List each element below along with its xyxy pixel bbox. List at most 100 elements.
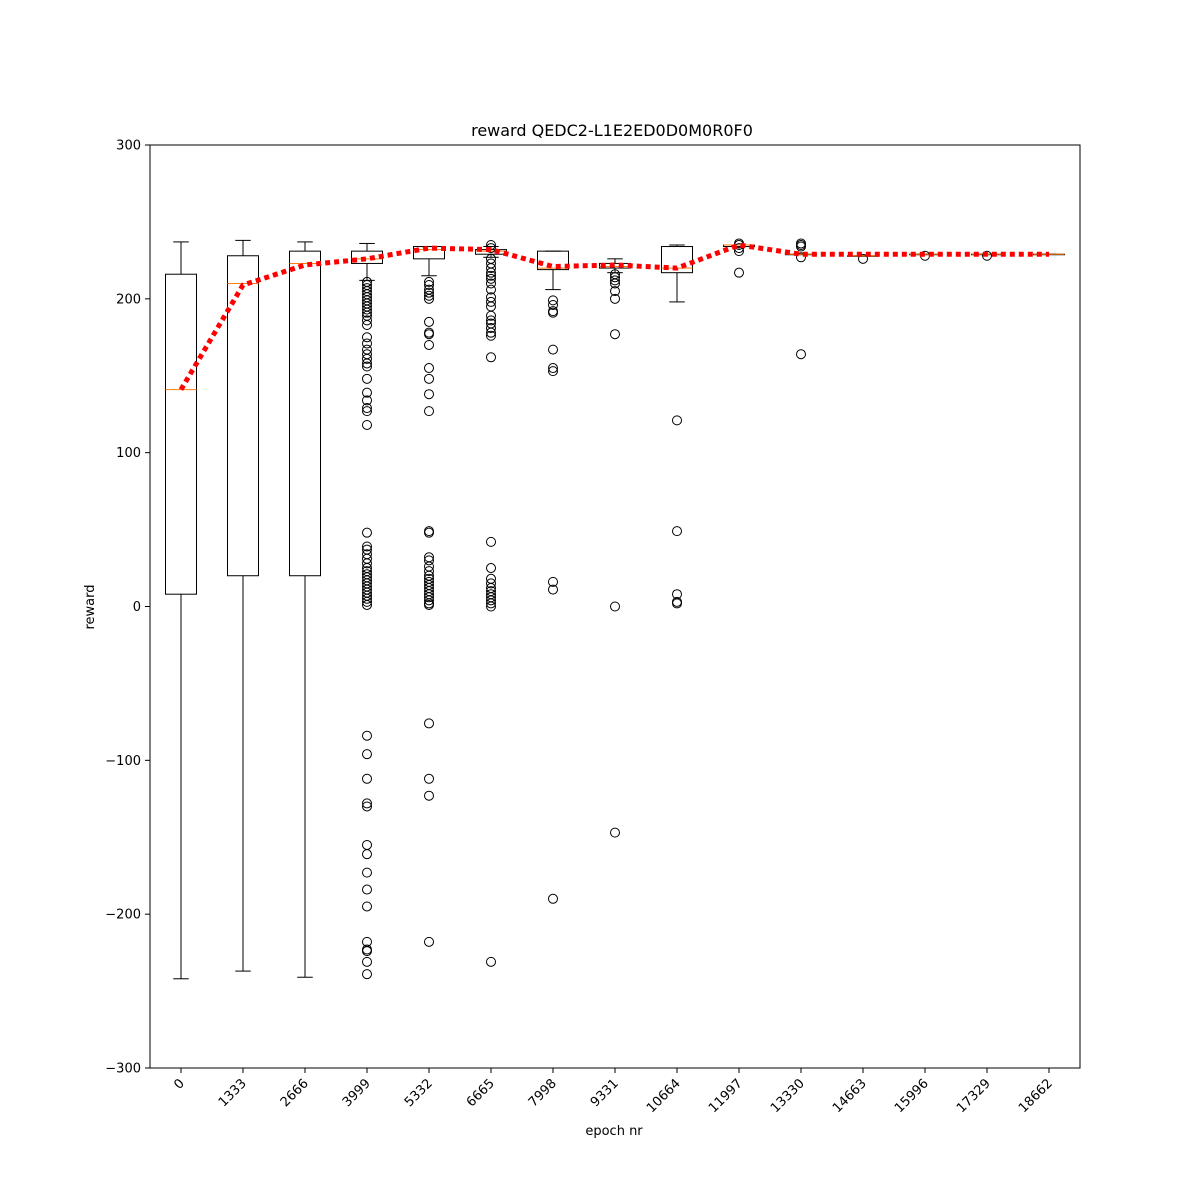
outlier-point (424, 599, 434, 610)
outlier-point (424, 276, 434, 287)
outlier-point (362, 332, 372, 343)
outlier-point (486, 598, 496, 609)
outlier-point (424, 293, 434, 304)
outlier-point (424, 373, 434, 384)
outlier-point (362, 315, 372, 326)
outlier-point (548, 344, 558, 355)
outlier-point (362, 358, 372, 369)
outlier-point (486, 536, 496, 547)
outlier-point (362, 599, 372, 610)
outlier-point (734, 246, 744, 257)
outlier-point (548, 584, 558, 595)
outlier-point (982, 250, 992, 261)
outlier-point (610, 329, 620, 340)
box-group (537, 250, 569, 904)
outlier-point (548, 576, 558, 587)
outlier-point (424, 773, 434, 784)
outlier-point (486, 284, 496, 295)
outlier-point (362, 338, 372, 349)
outlier-point (424, 936, 434, 947)
outlier-point (362, 867, 372, 878)
outlier-point (548, 295, 558, 306)
outlier-point (672, 415, 682, 426)
outlier-point (362, 773, 372, 784)
outlier-point (486, 267, 496, 278)
outlier-point (362, 387, 372, 398)
outlier-point (362, 395, 372, 406)
outlier-point (362, 558, 372, 569)
outlier-point (424, 790, 434, 801)
outlier-point (362, 969, 372, 980)
outlier-point (610, 286, 620, 297)
outlier-point (424, 290, 434, 301)
y-tick-label: −200 (105, 908, 141, 923)
outlier-point (858, 253, 868, 264)
outlier-point (548, 893, 558, 904)
box-body (413, 246, 445, 260)
outlier-point (362, 527, 372, 538)
outlier-point (424, 592, 434, 603)
outlier-point (796, 349, 806, 360)
box-group (227, 239, 259, 972)
box-group (165, 241, 197, 980)
y-axis-label: reward (83, 584, 98, 629)
outlier-point (610, 601, 620, 612)
outlier-point (796, 252, 806, 263)
outlier-point (610, 827, 620, 838)
outlier-point (362, 403, 372, 414)
outlier-point (362, 901, 372, 912)
outlier-point (362, 884, 372, 895)
outlier-point (362, 593, 372, 604)
box-body (289, 250, 321, 577)
outlier-point (486, 278, 496, 289)
outlier-point (362, 730, 372, 741)
outlier-point (486, 601, 496, 612)
box-body (165, 273, 197, 595)
outlier-point (424, 555, 434, 566)
outlier-point (672, 598, 682, 609)
box-body (537, 250, 569, 271)
outlier-point (486, 296, 496, 307)
outlier-point (424, 566, 434, 577)
outlier-point (610, 293, 620, 304)
outlier-point (486, 270, 496, 281)
outlier-point (362, 361, 372, 372)
box-group (413, 246, 445, 947)
outlier-point (424, 287, 434, 298)
outlier-point (362, 406, 372, 417)
x-axis-label: epoch nr (585, 1124, 643, 1139)
outlier-point (424, 389, 434, 400)
outlier-point (486, 327, 496, 338)
y-tick-label: 100 (116, 446, 141, 461)
chart-title: reward QEDC2-L1E2ED0D0M0R0F0 (471, 121, 753, 140)
outlier-point (610, 278, 620, 289)
outlier-point (486, 352, 496, 363)
outlier-point (548, 299, 558, 310)
outlier-point (424, 406, 434, 417)
outlier-point (486, 956, 496, 967)
plot-area (165, 238, 1065, 980)
y-tick-label: −300 (105, 1062, 141, 1077)
outlier-point (486, 578, 496, 589)
outlier-point (486, 563, 496, 574)
outlier-point (486, 323, 496, 334)
outlier-point (610, 275, 620, 286)
outlier-point (362, 419, 372, 430)
y-tick-label: 0 (133, 600, 141, 615)
outlier-point (424, 363, 434, 374)
outlier-point (486, 330, 496, 341)
outlier-point (424, 329, 434, 340)
outlier-point (362, 596, 372, 607)
y-tick-label: −100 (105, 754, 141, 769)
box-body (227, 255, 259, 577)
outlier-point (362, 849, 372, 860)
outlier-point (796, 241, 806, 252)
outlier-point (548, 363, 558, 374)
y-tick-label: 300 (116, 139, 141, 154)
outlier-point (424, 316, 434, 327)
outlier-point (362, 304, 372, 315)
outlier-point (424, 718, 434, 729)
outlier-point (424, 595, 434, 606)
outlier-point (486, 315, 496, 326)
